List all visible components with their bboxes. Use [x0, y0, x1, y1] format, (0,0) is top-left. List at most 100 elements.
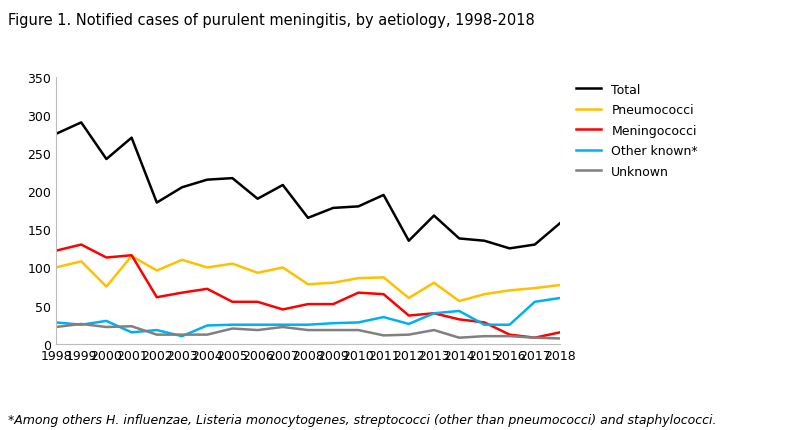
Meningococci: [51, 249, 61, 254]
Unknown: [454, 335, 464, 341]
Unknown: [253, 328, 262, 333]
Other known*: [228, 322, 238, 328]
Total: [328, 206, 338, 211]
Meningococci: [152, 295, 162, 300]
Total: [228, 176, 238, 181]
Pneumococci: [354, 276, 363, 281]
Unknown: [354, 328, 363, 333]
Meningococci: [505, 332, 514, 338]
Unknown: [202, 332, 212, 338]
Pneumococci: [454, 299, 464, 304]
Unknown: [152, 332, 162, 338]
Text: Figure 1. Notified cases of purulent meningitis, by aetiology, 1998-2018: Figure 1. Notified cases of purulent men…: [8, 13, 534, 28]
Line: Unknown: Unknown: [56, 324, 560, 339]
Pneumococci: [102, 284, 111, 289]
Unknown: [480, 334, 490, 339]
Meningococci: [429, 311, 438, 316]
Meningococci: [555, 330, 565, 335]
Pneumococci: [152, 268, 162, 273]
Pneumococci: [202, 265, 212, 270]
Meningococci: [202, 286, 212, 292]
Unknown: [228, 326, 238, 332]
Meningococci: [253, 300, 262, 305]
Total: [102, 157, 111, 162]
Total: [404, 239, 414, 244]
Pneumococci: [228, 261, 238, 267]
Total: [278, 183, 288, 188]
Total: [178, 185, 187, 190]
Total: [429, 213, 438, 218]
Other known*: [303, 322, 313, 328]
Pneumococci: [253, 270, 262, 276]
Meningococci: [76, 243, 86, 248]
Total: [555, 221, 565, 226]
Unknown: [555, 336, 565, 341]
Unknown: [126, 324, 136, 329]
Other known*: [354, 320, 363, 325]
Other known*: [404, 322, 414, 327]
Line: Pneumococci: Pneumococci: [56, 256, 560, 301]
Total: [202, 178, 212, 183]
Total: [454, 237, 464, 242]
Text: *Among others H. influenzae, Listeria monocytogenes, streptococci (other than pn: *Among others H. influenzae, Listeria mo…: [8, 413, 717, 426]
Total: [126, 136, 136, 141]
Meningococci: [328, 302, 338, 307]
Unknown: [76, 322, 86, 327]
Pneumococci: [505, 288, 514, 293]
Other known*: [152, 328, 162, 333]
Meningococci: [354, 290, 363, 295]
Pneumococci: [178, 258, 187, 263]
Meningococci: [404, 313, 414, 318]
Other known*: [555, 296, 565, 301]
Unknown: [102, 325, 111, 330]
Total: [530, 243, 540, 248]
Pneumococci: [404, 296, 414, 301]
Other known*: [378, 315, 388, 320]
Total: [76, 120, 86, 126]
Meningococci: [530, 335, 540, 341]
Meningococci: [178, 290, 187, 295]
Pneumococci: [51, 265, 61, 270]
Total: [303, 216, 313, 221]
Other known*: [76, 322, 86, 328]
Other known*: [278, 322, 288, 328]
Meningococci: [303, 302, 313, 307]
Meningococci: [102, 255, 111, 261]
Unknown: [328, 328, 338, 333]
Meningococci: [126, 253, 136, 258]
Unknown: [505, 334, 514, 339]
Unknown: [530, 335, 540, 341]
Total: [505, 246, 514, 252]
Meningococci: [378, 292, 388, 297]
Other known*: [102, 319, 111, 324]
Other known*: [202, 323, 212, 328]
Other known*: [480, 322, 490, 328]
Total: [51, 132, 61, 137]
Pneumococci: [480, 292, 490, 297]
Unknown: [378, 333, 388, 338]
Other known*: [253, 322, 262, 328]
Line: Meningococci: Meningococci: [56, 245, 560, 338]
Unknown: [51, 325, 61, 330]
Pneumococci: [278, 265, 288, 270]
Meningococci: [454, 317, 464, 322]
Total: [354, 204, 363, 209]
Other known*: [505, 322, 514, 328]
Line: Total: Total: [56, 123, 560, 249]
Pneumococci: [303, 282, 313, 287]
Meningococci: [480, 320, 490, 325]
Unknown: [178, 332, 187, 338]
Total: [152, 200, 162, 206]
Total: [480, 239, 490, 244]
Total: [378, 193, 388, 198]
Unknown: [429, 328, 438, 333]
Unknown: [404, 332, 414, 338]
Meningococci: [228, 300, 238, 305]
Other known*: [328, 321, 338, 326]
Unknown: [303, 328, 313, 333]
Other known*: [126, 330, 136, 335]
Total: [253, 197, 262, 202]
Pneumococci: [126, 254, 136, 259]
Other known*: [530, 300, 540, 305]
Pneumococci: [378, 275, 388, 280]
